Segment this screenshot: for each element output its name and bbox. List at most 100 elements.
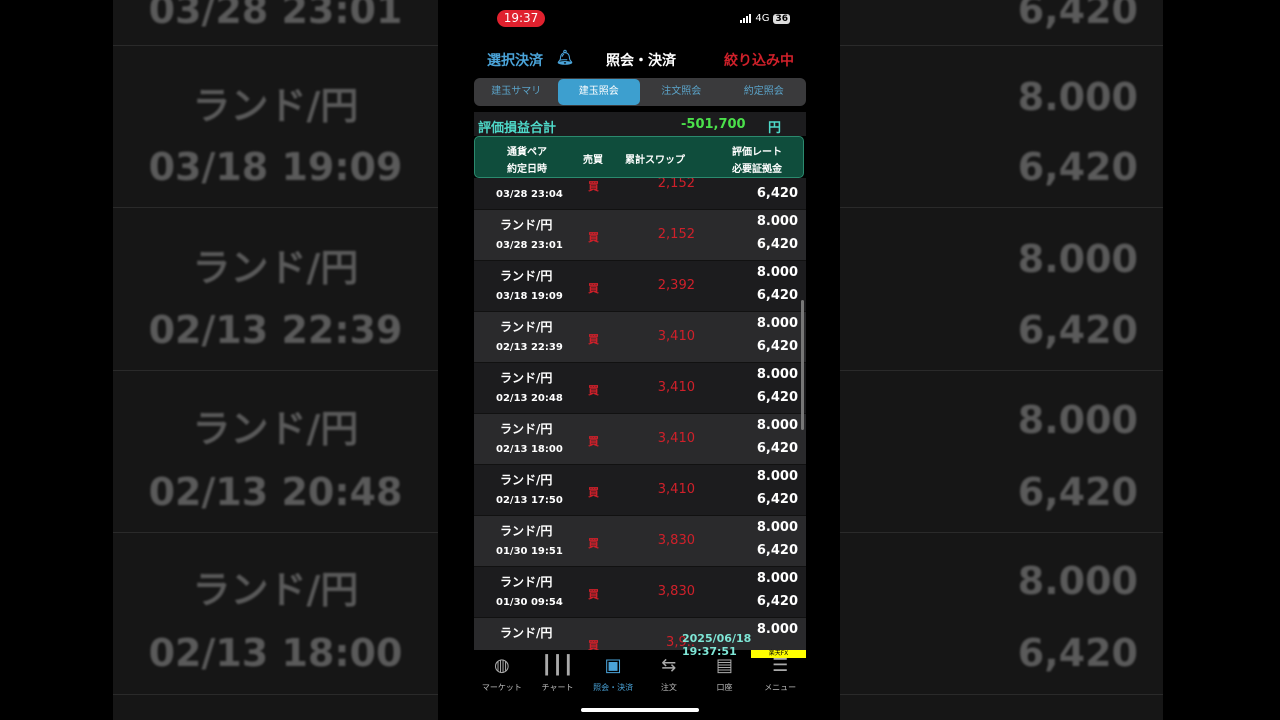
nav-item[interactable]: ▣ 照会・決済 (585, 650, 641, 720)
margin: 6,420 (756, 288, 798, 303)
rate: 8.000 (756, 418, 798, 433)
margin: 6,420 (756, 441, 798, 456)
rate: 8.000 (756, 316, 798, 331)
bg-text: 8.000 (1017, 237, 1138, 281)
bg-text: ランド/円 (192, 407, 359, 451)
bottom-nav: ◍ マーケット ┃┃┃ チャート ▣ 照会・決済 ⇆ 注文 ▤ 口座 ☰ メニュー (474, 650, 808, 720)
brand-logo: 楽天FX (751, 650, 806, 658)
bg-separator (113, 370, 438, 371)
currency-pair: ランド/円 (500, 575, 553, 589)
table-row[interactable]: ランド/円 03/28 23:01 買 2,152 8.000 6,420 (474, 210, 806, 261)
side: 買 (588, 231, 599, 244)
pnl-unit: 円 (768, 121, 782, 136)
table-row[interactable]: ランド/円 01/30 19:51 買 3,830 8.000 6,420 (474, 516, 806, 567)
bg-text: ランド/円 (192, 246, 359, 290)
nav-label: 照会・決済 (593, 683, 634, 692)
side: 買 (588, 282, 599, 295)
bg-text: 6,420 (1017, 631, 1138, 675)
side: 買 (588, 384, 599, 397)
swap-value: 2,152 (657, 227, 695, 242)
currency-pair: ランド/円 (500, 422, 553, 436)
table-row[interactable]: ランド/円 01/30 09:54 買 3,830 8.000 6,420 (474, 567, 806, 618)
bg-separator (840, 532, 1163, 533)
nav-label: チャート (541, 683, 574, 692)
table-row[interactable]: ランド/円 03/18 19:09 買 2,392 8.000 6,420 (474, 261, 806, 312)
swap-value: 2,152 (657, 178, 695, 191)
swap-value: 3,410 (657, 482, 695, 497)
nav-item[interactable]: ☰ メニュー (752, 650, 808, 720)
nav-item[interactable]: ◍ マーケット (474, 650, 530, 720)
col-swap: 累計スワップ (625, 155, 685, 166)
positions-list[interactable]: 03/28 23:04 買 2,152 6,420 ランド/円 03/28 23:01 買 2… (474, 178, 806, 650)
table-row[interactable]: ランド/円 02/13 17:50 買 3,410 8.000 6,420 (474, 465, 806, 516)
nav-item[interactable]: ┃┃┃ チャート (530, 650, 586, 720)
rate: 8.000 (756, 214, 798, 229)
currency-pair: ランド/円 (500, 269, 553, 283)
swap-value: 3,410 (657, 329, 695, 344)
swap-value: 3,830 (657, 584, 695, 599)
nav-label: 口座 (716, 683, 733, 692)
side: 買 (588, 333, 599, 346)
bg-separator (113, 694, 438, 695)
table-row[interactable]: ランド/円 02/13 22:39 買 3,410 8.000 6,420 (474, 312, 806, 363)
filter-button[interactable]: 絞り込み中 (724, 53, 794, 69)
bg-separator (113, 532, 438, 533)
trade-date: 02/13 22:39 (496, 342, 563, 353)
rate: 8.000 (756, 520, 798, 535)
bg-text: 03/28 23:01 (148, 0, 403, 32)
nav-item[interactable]: ⇆ 注文 (641, 650, 697, 720)
table-row[interactable]: ランド/円 02/13 18:00 買 3,410 8.000 6,420 (474, 414, 806, 465)
table-row[interactable]: 03/28 23:04 買 2,152 6,420 (474, 178, 806, 210)
side: 買 (588, 588, 599, 601)
tab-position-inquiry[interactable]: 建玉照会 (557, 79, 640, 105)
tab-order-inquiry[interactable]: 注文照会 (661, 86, 702, 97)
swap-value: 2,392 (657, 278, 695, 293)
side: 買 (588, 486, 599, 499)
currency-pair: ランド/円 (500, 371, 553, 385)
select-settle-button[interactable]: 選択決済 (487, 53, 543, 69)
swap-value: 3,830 (657, 533, 695, 548)
bg-separator (113, 207, 438, 208)
rate: 8.000 (756, 469, 798, 484)
margin: 6,420 (756, 543, 798, 558)
trade-date: 03/28 23:04 (496, 189, 563, 200)
currency-pair: ランド/円 (500, 320, 553, 334)
rate: 8.000 (756, 265, 798, 280)
bg-text: 02/13 20:48 (148, 470, 403, 514)
margin: 6,420 (756, 339, 798, 354)
signal-icon (740, 14, 752, 23)
nav-item[interactable]: ▤ 口座 (697, 650, 753, 720)
tab-position-summary[interactable]: 建玉サマリ (491, 86, 542, 97)
bg-text: 8.000 (1017, 398, 1138, 442)
blurred-background-left: 03/28 23:01 ランド/円 03/18 19:09 ランド/円 02/13 22… (113, 0, 438, 720)
col-side: 売買 (583, 155, 603, 166)
bg-text: 6,420 (1017, 308, 1138, 352)
bg-text: 6,420 (1017, 470, 1138, 514)
bg-text: 8.000 (1017, 559, 1138, 603)
rate: 8.000 (756, 367, 798, 382)
battery-icon: 36 (773, 13, 790, 24)
network-type: 4G (755, 13, 770, 24)
candlestick-icon: ┃┃┃ (541, 655, 574, 676)
bg-text: ランド/円 (192, 568, 359, 612)
globe-icon: ◍ (493, 655, 510, 676)
bell-icon[interactable]: 🔔︎ (556, 50, 574, 66)
table-row[interactable]: ランド/円 02/13 20:48 買 3,410 8.000 6,420 (474, 363, 806, 414)
timestamp: 2025/06/18 19:37:51 (682, 632, 752, 658)
swap-value: 3,9.. (666, 635, 695, 650)
rate: 8.000 (756, 571, 798, 586)
scrollbar[interactable] (801, 300, 804, 430)
trade-date: 02/13 17:50 (496, 495, 563, 506)
table-row[interactable]: ランド/円買 3,9.. 8.000 (474, 618, 806, 650)
nav-label: マーケット (481, 683, 522, 692)
tab-execution-inquiry[interactable]: 約定照会 (743, 86, 784, 97)
swap-value: 3,410 (657, 380, 695, 395)
table-header: 通貨ペア 約定日時 売買 累計スワップ 評価レート 必要証拠金 (474, 136, 804, 178)
col-margin: 必要証拠金 (732, 164, 782, 175)
home-indicator[interactable] (581, 708, 699, 712)
currency-pair: ランド/円 (500, 473, 553, 487)
bg-text: 02/13 18:00 (148, 631, 403, 675)
status-time: 19:37 (497, 10, 545, 27)
order-icon: ⇆ (661, 655, 677, 676)
bg-text: 6,420 (1017, 145, 1138, 189)
